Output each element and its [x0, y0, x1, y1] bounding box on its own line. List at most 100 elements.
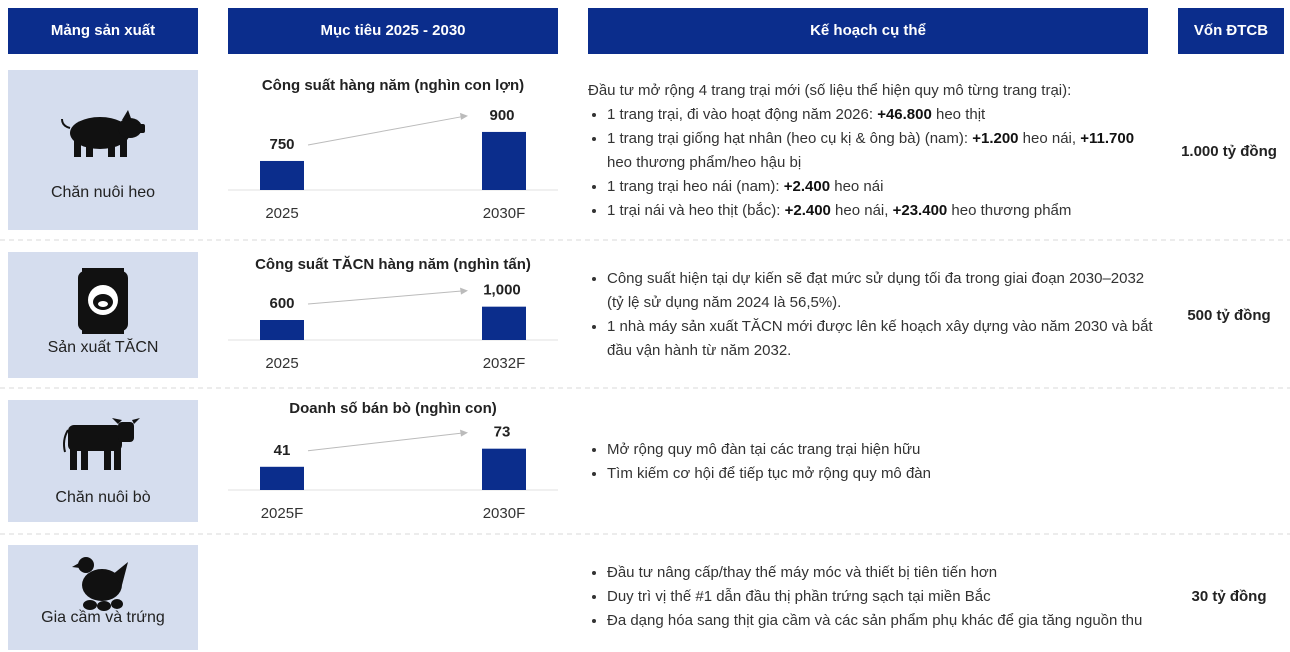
- bullet-text: 1 trại nái và heo thịt (bắc):: [607, 202, 785, 219]
- bar: [260, 320, 304, 340]
- capital: 500 tỷ đồng: [1187, 306, 1271, 324]
- chart-title: Công suất TĂCN hàng năm (nghìn tấn): [255, 256, 531, 273]
- bullet-text: heo thương phẩm: [947, 202, 1072, 219]
- category-label: 2030F: [483, 205, 526, 222]
- chart-title: Doanh số bán bò (nghìn con): [289, 400, 496, 417]
- bar: [260, 160, 304, 190]
- value-label: 1,000: [483, 282, 521, 299]
- bullet-text: +1.200: [972, 130, 1019, 147]
- plan-text: Mở rộng quy mô đàn tại các trang trại hi…: [588, 398, 1154, 526]
- category-label: 2025: [265, 355, 298, 372]
- arrow-head: [460, 112, 468, 120]
- bullet-dot: [592, 325, 596, 329]
- segment-box: [8, 400, 198, 522]
- bullet-text: +2.400: [784, 202, 831, 219]
- plan-bullet: Tìm kiếm cơ hội để tiếp tục mở rộng quy …: [588, 462, 1154, 486]
- bullet-dot: [592, 277, 596, 281]
- bullet-text: +46.800: [877, 106, 932, 123]
- chicken-icon: [72, 557, 128, 611]
- capital: 30 tỷ đồng: [1191, 588, 1267, 605]
- category-label: 2025: [265, 205, 298, 222]
- bullet-text: heo nái: [830, 178, 884, 195]
- bullet-text: +23.400: [892, 202, 948, 219]
- bullet-text: 1 trang trại giống hạt nhân (heo cụ kị &…: [607, 130, 973, 147]
- plan-bullet: Duy trì vị thế #1 dẫn đầu thị phần trứng…: [588, 585, 1154, 609]
- bullet-dot: [592, 570, 596, 575]
- bullet-text: 1 trang trại, đi vào hoạt động năm 2026:: [607, 106, 878, 123]
- segment-box: [8, 70, 198, 230]
- bar: [482, 448, 526, 490]
- pig-icon: [61, 110, 145, 157]
- bullet-dot: [592, 472, 596, 476]
- bar: [482, 131, 526, 190]
- segment-label: Chăn nuôi bò: [55, 489, 150, 506]
- segment-label: Chăn nuôi heo: [51, 184, 155, 201]
- bullet-text: Đa dạng hóa sang thịt gia cầm và các sản…: [607, 611, 1143, 629]
- cow-icon: [63, 418, 140, 470]
- bar: [260, 466, 304, 490]
- bullet-text: Mở rộng quy mô đàn tại các trang trại hi…: [607, 441, 921, 458]
- plan-intro: Đầu tư mở rộng 4 trang trại mới (số liệu…: [588, 82, 1072, 99]
- bullet-dot: [592, 448, 596, 452]
- bullet-text: Đầu tư nâng cấp/thay thế máy móc và thiế…: [607, 563, 998, 581]
- header-cell: [588, 8, 1148, 54]
- header-cell: [228, 8, 558, 54]
- bullet-dot: [592, 209, 596, 213]
- bullet-text: Duy trì vị thế #1 dẫn đầu thị phần trứng…: [607, 587, 991, 605]
- trend-arrow: [307, 432, 467, 452]
- bullet-text: heo thịt: [931, 106, 986, 123]
- bullet-text: 1 nhà máy sản xuất TĂCN mới được lên kế …: [607, 318, 1153, 359]
- arrow-head: [460, 287, 468, 295]
- capital: 1.000 tỷ đồng: [1181, 142, 1277, 160]
- value-label: 600: [269, 295, 294, 312]
- bullet-text: +2.400: [783, 178, 831, 195]
- segment-label: Sản xuất TĂCN: [48, 337, 159, 356]
- value-label: 41: [274, 442, 291, 459]
- header-text: Kế hoạch cụ thể: [810, 22, 926, 39]
- header-text: Vốn ĐTCB: [1194, 22, 1268, 39]
- bullet-text: heo nái,: [1018, 130, 1081, 147]
- plan-bullet: Công suất hiện tại dự kiến sẽ đạt mức sử…: [588, 267, 1154, 315]
- header-cell: [8, 8, 198, 54]
- plan-bullet: Mở rộng quy mô đàn tại các trang trại hi…: [588, 438, 1154, 462]
- bullet-text: heo thương phẩm/heo hậu bị: [607, 154, 802, 171]
- value-label: 73: [494, 424, 511, 441]
- category-label: 2032F: [483, 355, 526, 372]
- plan-text: Đầu tư nâng cấp/thay thế máy móc và thiế…: [588, 543, 1154, 650]
- bullet-dot: [592, 618, 596, 623]
- bullet-text: Công suất hiện tại dự kiến sẽ đạt mức sử…: [607, 270, 1145, 311]
- value-label: 900: [489, 107, 514, 124]
- plan-bullet: Đa dạng hóa sang thịt gia cầm và các sản…: [588, 609, 1154, 633]
- plan-text: Đầu tư mở rộng 4 trang trại mới (số liệu…: [588, 70, 1154, 232]
- trend-arrow: [307, 290, 467, 305]
- header-cell: [1178, 8, 1284, 54]
- bar: [482, 306, 526, 340]
- plan-bullet: 1 trại nái và heo thịt (bắc): +2.400 heo…: [588, 199, 1154, 223]
- plan-bullet: 1 trang trại, đi vào hoạt động năm 2026:…: [588, 103, 1154, 127]
- plan-text: Công suất hiện tại dự kiến sẽ đạt mức sử…: [588, 250, 1154, 380]
- segment-label: Gia cầm và trứng: [41, 609, 165, 626]
- bullet-text: heo nái,: [830, 202, 893, 219]
- arrow-head: [460, 429, 468, 437]
- value-label: 750: [269, 136, 294, 153]
- bullet-dot: [592, 137, 596, 141]
- plan-bullet: 1 nhà máy sản xuất TĂCN mới được lên kế …: [588, 315, 1154, 363]
- chart-title: Công suất hàng năm (nghìn con lợn): [262, 77, 524, 94]
- feed-icon: [78, 268, 128, 334]
- bullet-text: Tìm kiếm cơ hội để tiếp tục mở rộng quy …: [607, 465, 931, 482]
- plan-bullet: 1 trang trại heo nái (nam): +2.400 heo n…: [588, 175, 1154, 199]
- category-label: 2030F: [483, 505, 526, 522]
- bullet-dot: [592, 185, 596, 189]
- plan-bullet: Đầu tư nâng cấp/thay thế máy móc và thiế…: [588, 561, 1154, 585]
- header-text: Mục tiêu 2025 - 2030: [320, 22, 465, 39]
- bullet-text: 1 trang trại heo nái (nam):: [607, 178, 784, 195]
- trend-arrow: [307, 115, 467, 146]
- bullet-dot: [592, 113, 596, 117]
- plan-bullet: 1 trang trại giống hạt nhân (heo cụ kị &…: [588, 127, 1154, 175]
- header-text: Mảng sản xuất: [51, 22, 155, 39]
- bullet-text: +11.700: [1080, 130, 1135, 147]
